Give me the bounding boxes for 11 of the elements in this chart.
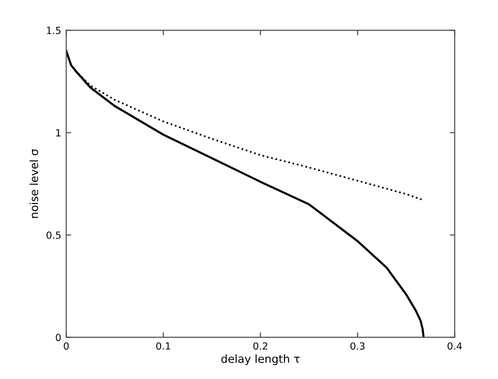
- x-axis-title: delay length τ: [221, 354, 300, 366]
- y-tick-label: 0: [56, 334, 61, 342]
- x-tick-label: 0.4: [448, 342, 462, 350]
- x-tick-label: 0: [64, 342, 69, 350]
- x-tick-label: 0.3: [350, 342, 365, 350]
- x-tick-label: 0.2: [253, 342, 268, 350]
- y-tick-label: 0.5: [46, 231, 61, 239]
- y-tick-label: 1.5: [46, 26, 61, 34]
- y-axis-title: noise level σ: [30, 149, 38, 218]
- x-tick-label: 0.1: [156, 342, 170, 350]
- y-tick-label: 1: [56, 129, 60, 136]
